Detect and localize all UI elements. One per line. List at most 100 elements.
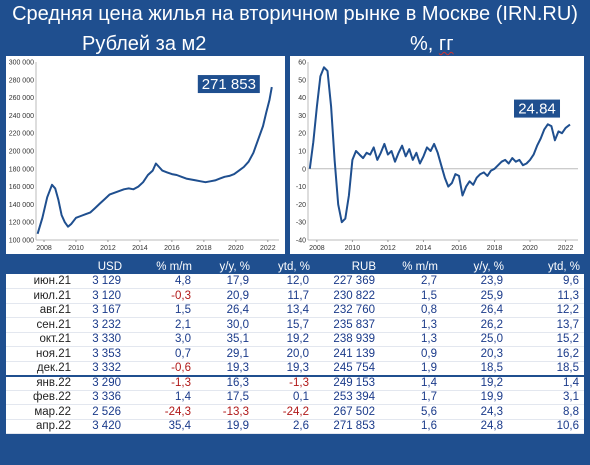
table-cell-date: мар.22	[6, 404, 76, 420]
x-tick-label: 2016	[164, 245, 180, 252]
table-cell-rub-ytd: 1,4	[508, 375, 584, 391]
header-usd-yy: y/y, %	[196, 260, 254, 274]
table-cell-usd-yy: 35,1	[196, 332, 254, 347]
table-cell-usd-ytd: 0,1	[254, 390, 314, 405]
table-cell-usd-mm: 35,4	[126, 419, 196, 434]
y-tick-label: 0	[302, 166, 306, 173]
x-tick-label: 2012	[100, 245, 116, 252]
table-cell-rub-mm: 1,5	[380, 288, 442, 304]
header-usd-ytd: ytd, %	[254, 260, 314, 274]
series-line	[36, 86, 273, 235]
table-cell-rub: 271 853	[314, 419, 380, 434]
table-cell-usd: 3 290	[76, 375, 126, 391]
y-tick-label: 200 000	[9, 149, 34, 156]
yoy-chart: -40 -30 -20 -10 0 10 20 30 40 50 60 2008 2010 2012 201…	[296, 60, 578, 252]
table-cell-rub-yy: 24,8	[442, 419, 508, 434]
y-tick-label: 180 000	[9, 166, 34, 173]
table-cell-usd: 3 129	[76, 274, 126, 289]
table-row: фев.22 3 336 1,4 17,5 0,1 253 394 1,7 19,9 3,1	[6, 390, 584, 405]
table-cell-rub: 249 153	[314, 375, 380, 391]
table-cell-usd-ytd: 20,0	[254, 346, 314, 362]
table-cell-usd: 3 336	[76, 390, 126, 405]
table-row: дек.21 3 332 -0,6 19,3 19,3 245 754 1,9 18,5 18,…	[6, 361, 584, 377]
table-cell-rub: 238 939	[314, 332, 380, 347]
last-value-callout: 271 853	[202, 76, 256, 93]
table-row: янв.22 3 290 -1,3 16,3 -1,3 249 153 1,4 19,2 1,4	[6, 375, 584, 391]
y-tick-label: 40	[298, 95, 306, 102]
table-cell-date: янв.22	[6, 375, 76, 391]
header-usd: USD	[76, 260, 126, 274]
table-cell-usd-yy: 20,9	[196, 288, 254, 304]
table-row: июл.21 3 120 -0,3 20,9 11,7 230 822 1,5 25,9 11,…	[6, 288, 584, 304]
table-cell-rub-ytd: 13,7	[508, 317, 584, 333]
table-cell-usd-yy: 19,3	[196, 361, 254, 377]
table-cell-usd: 2 526	[76, 404, 126, 420]
x-tick-label: 2012	[380, 245, 396, 252]
table-cell-rub: 232 760	[314, 303, 380, 318]
table-cell-rub-yy: 20,3	[442, 346, 508, 362]
table-cell-usd-yy: -13,3	[196, 404, 254, 420]
right-subtitle-unit: гг	[438, 33, 454, 55]
x-tick-label: 2022	[558, 245, 574, 252]
series-line	[308, 66, 571, 224]
y-tick-label: 240 000	[9, 113, 34, 120]
table-cell-usd-mm: -0,6	[126, 361, 196, 377]
y-tick-label: -40	[296, 238, 306, 245]
table-cell-usd-ytd: -1,3	[254, 375, 314, 391]
table-cell-date: июл.21	[6, 288, 76, 304]
table-cell-rub-yy: 25,9	[442, 288, 508, 304]
table-cell-usd-yy: 26,4	[196, 303, 254, 318]
table-row: апр.22 3 420 35,4 19,9 2,6 271 853 1,6 24,8 10,6	[6, 419, 584, 434]
table-cell-usd-mm: 1,4	[126, 390, 196, 405]
table-cell-rub-mm: 0,8	[380, 303, 442, 318]
table-cell-rub: 235 837	[314, 317, 380, 333]
last-value-callout-box	[514, 99, 561, 118]
table-cell-usd-mm: 3,0	[126, 332, 196, 347]
header-rub-mm: % m/m	[380, 260, 442, 274]
table-cell-usd-ytd: 15,7	[254, 317, 314, 333]
y-tick-label: 120 000	[9, 220, 34, 227]
table-header-row: USD % m/m y/y, % ytd, % RUB % m/m y/y, %…	[6, 260, 584, 274]
x-tick-label: 2016	[451, 245, 467, 252]
table-cell-usd-yy: 29,1	[196, 346, 254, 362]
table-cell-date: авг.21	[6, 303, 76, 318]
x-tick-label: 2018	[487, 245, 503, 252]
right-subtitle-prefix: %,	[410, 33, 439, 55]
x-tick-label: 2010	[345, 245, 361, 252]
table-cell-rub: 245 754	[314, 361, 380, 377]
table-cell-usd-ytd: 19,3	[254, 361, 314, 377]
table-cell-usd: 3 232	[76, 317, 126, 333]
table-cell-rub-yy: 19,2	[442, 375, 508, 391]
table-cell-rub-ytd: 9,6	[508, 274, 584, 289]
table-cell-rub-yy: 26,4	[442, 303, 508, 318]
yoy-chart-panel: -40 -30 -20 -10 0 10 20 30 40 50 60 2008 2010 2012 201…	[290, 56, 584, 254]
y-tick-label: -10	[296, 184, 306, 191]
y-tick-label: 140 000	[9, 202, 34, 209]
price-table: USD % m/m y/y, % ytd, % RUB % m/m y/y, %…	[6, 260, 584, 434]
table-cell-usd: 3 120	[76, 288, 126, 304]
table-cell-usd: 3 330	[76, 332, 126, 347]
table-cell-usd-mm: -0,3	[126, 288, 196, 304]
header-date	[6, 260, 76, 274]
table-cell-usd-yy: 16,3	[196, 375, 254, 391]
left-chart-subtitle: Рублей за м2	[82, 33, 207, 55]
y-tick-label: -30	[296, 220, 306, 227]
y-tick-label: 20	[298, 131, 306, 138]
y-tick-label: 100 000	[9, 238, 34, 245]
table-cell-rub-ytd: 18,5	[508, 361, 584, 377]
table-cell-usd-mm: -1,3	[126, 375, 196, 391]
table-cell-usd-mm: 4,8	[126, 274, 196, 289]
last-value-callout-box	[197, 75, 260, 94]
table-cell-usd: 3 167	[76, 303, 126, 318]
table-cell-date: окт.21	[6, 332, 76, 347]
table-cell-rub: 230 822	[314, 288, 380, 304]
table-cell-date: сен.21	[6, 317, 76, 333]
table-cell-usd-ytd: 2,6	[254, 419, 314, 434]
table-cell-usd-yy: 19,9	[196, 419, 254, 434]
table-cell-usd: 3 420	[76, 419, 126, 434]
x-tick-label: 2014	[416, 245, 432, 252]
table-cell-usd-ytd: -24,2	[254, 404, 314, 420]
table-body: июн.21 3 129 4,8 17,9 12,0 227 369 2,7 23,9 9,6 и…	[6, 274, 584, 434]
table-cell-rub-mm: 1,6	[380, 419, 442, 434]
table-cell-rub-ytd: 12,2	[508, 303, 584, 318]
